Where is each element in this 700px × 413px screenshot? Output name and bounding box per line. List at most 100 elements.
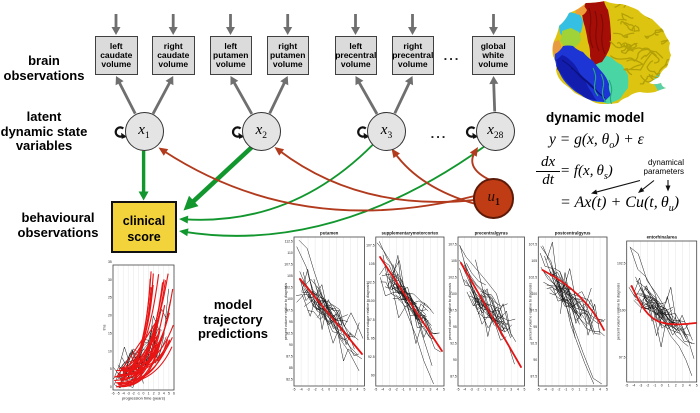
svg-text:25: 25 (108, 296, 112, 300)
svg-text:107.5: 107.5 (284, 263, 293, 267)
svg-text:10: 10 (108, 349, 112, 353)
svg-text:0: 0 (661, 383, 663, 387)
svg-text:-4: -4 (381, 387, 384, 391)
svg-text:-3: -3 (639, 383, 642, 387)
svg-text:percent volume relative to dia: percent volume relative to diagnosis (448, 283, 452, 341)
svg-text:0: 0 (110, 385, 112, 389)
svg-text:0: 0 (572, 387, 574, 391)
svg-text:percent volume relative to dia: percent volume relative to diagnosis (617, 283, 621, 341)
svg-text:tms: tms (103, 324, 107, 330)
svg-text:92.5: 92.5 (368, 355, 375, 359)
svg-text:105: 105 (451, 259, 457, 263)
svg-text:97.5: 97.5 (368, 318, 375, 322)
svg-text:95: 95 (371, 336, 375, 340)
svg-text:4: 4 (163, 392, 165, 396)
svg-text:85: 85 (289, 366, 293, 370)
svg-text:-1: -1 (137, 392, 140, 396)
svg-text:100: 100 (531, 292, 537, 296)
svg-text:-3: -3 (127, 392, 130, 396)
svg-text:-1: -1 (483, 387, 486, 391)
svg-text:-4: -4 (544, 387, 547, 391)
svg-text:1: 1 (668, 383, 670, 387)
svg-text:0: 0 (409, 387, 411, 391)
svg-text:107.5: 107.5 (448, 242, 457, 246)
svg-text:4: 4 (517, 387, 519, 391)
svg-text:-1: -1 (564, 387, 567, 391)
svg-text:0: 0 (490, 387, 492, 391)
svg-text:1: 1 (416, 387, 418, 391)
svg-text:95: 95 (453, 325, 457, 329)
svg-text:-5: -5 (292, 387, 295, 391)
svg-text:3: 3 (349, 387, 351, 391)
svg-text:percent volume relative to dia: percent volume relative to diagnosis (284, 283, 288, 341)
svg-text:102.5: 102.5 (284, 286, 293, 290)
svg-text:-4: -4 (300, 387, 303, 391)
svg-text:107.5: 107.5 (366, 243, 375, 247)
svg-text:-4: -4 (463, 387, 466, 391)
svg-text:percent volume relative to dia: percent volume relative to diagnosis (366, 283, 370, 341)
svg-text:0: 0 (143, 392, 145, 396)
svg-text:90: 90 (289, 343, 293, 347)
svg-text:30: 30 (108, 278, 112, 282)
svg-text:35: 35 (108, 260, 112, 264)
svg-text:-2: -2 (476, 387, 479, 391)
svg-text:-5: -5 (537, 387, 540, 391)
svg-text:-5: -5 (625, 383, 628, 387)
svg-text:-5: -5 (374, 387, 377, 391)
svg-text:100: 100 (451, 292, 457, 296)
svg-text:92.5: 92.5 (286, 331, 293, 335)
svg-text:110: 110 (287, 251, 293, 255)
svg-text:102.5: 102.5 (617, 262, 626, 266)
svg-text:2: 2 (675, 383, 677, 387)
svg-text:-3: -3 (550, 387, 553, 391)
svg-text:1: 1 (579, 387, 581, 391)
svg-text:105: 105 (369, 262, 375, 266)
svg-text:progression time (years): progression time (years) (122, 396, 166, 401)
svg-text:100: 100 (287, 297, 293, 301)
svg-text:100: 100 (369, 299, 375, 303)
svg-text:-5: -5 (117, 392, 120, 396)
svg-text:97.5: 97.5 (286, 309, 293, 313)
svg-text:entorhinalarea: entorhinalarea (647, 235, 678, 240)
svg-text:2: 2 (504, 387, 506, 391)
svg-text:3: 3 (429, 387, 431, 391)
svg-text:97.5: 97.5 (450, 309, 457, 313)
svg-text:-2: -2 (646, 383, 649, 387)
svg-text:90: 90 (453, 358, 457, 362)
svg-text:1: 1 (335, 387, 337, 391)
svg-text:5: 5 (524, 387, 526, 391)
svg-text:-2: -2 (132, 392, 135, 396)
svg-text:percent volume relative to dia: percent volume relative to diagnosis (528, 283, 532, 341)
svg-text:2: 2 (153, 392, 155, 396)
svg-text:...: ... (444, 48, 461, 63)
svg-text:-1: -1 (653, 383, 656, 387)
svg-text:92.5: 92.5 (530, 342, 537, 346)
svg-text:3: 3 (510, 387, 512, 391)
svg-text:95: 95 (289, 320, 293, 324)
svg-text:3: 3 (158, 392, 160, 396)
svg-text:1: 1 (148, 392, 150, 396)
svg-text:-5: -5 (456, 387, 459, 391)
svg-text:97.5: 97.5 (530, 309, 537, 313)
svg-text:-1: -1 (321, 387, 324, 391)
svg-text:2: 2 (423, 387, 425, 391)
svg-text:precentralgyrus: precentralgyrus (475, 231, 509, 236)
svg-text:112.5: 112.5 (285, 240, 293, 244)
svg-text:90: 90 (533, 358, 537, 362)
svg-text:1: 1 (497, 387, 499, 391)
svg-text:97.5: 97.5 (619, 356, 626, 360)
svg-text:0: 0 (328, 387, 330, 391)
svg-text:102.5: 102.5 (448, 275, 457, 279)
svg-text:15: 15 (108, 331, 112, 335)
svg-text:87.5: 87.5 (530, 375, 537, 379)
svg-text:...: ... (431, 126, 448, 141)
svg-text:-4: -4 (122, 392, 125, 396)
svg-text:4: 4 (599, 387, 601, 391)
svg-text:-3: -3 (470, 387, 473, 391)
svg-text:5: 5 (606, 387, 608, 391)
svg-text:102.5: 102.5 (366, 281, 375, 285)
svg-text:-2: -2 (557, 387, 560, 391)
svg-text:5: 5 (110, 367, 112, 371)
svg-text:6: 6 (173, 392, 175, 396)
svg-text:postcentralgyrus: postcentralgyrus (555, 231, 591, 236)
